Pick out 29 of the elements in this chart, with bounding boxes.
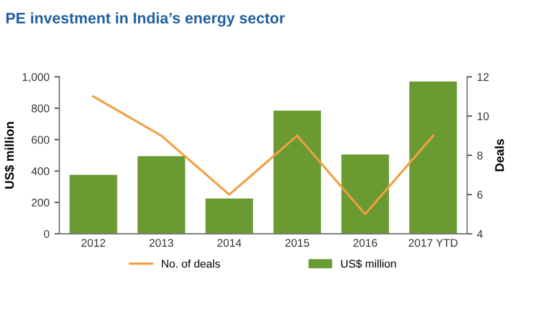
y-tick-label: 1,000 bbox=[22, 73, 50, 82]
y-tick-label: 400 bbox=[31, 167, 50, 176]
x-tick-label: 2014 bbox=[217, 238, 242, 247]
y-tick-label: 0 bbox=[44, 230, 50, 238]
y2-tick-label: 8 bbox=[477, 152, 483, 160]
x-tick-label: 2017 YTD bbox=[408, 238, 458, 247]
bar bbox=[138, 156, 186, 234]
legend-label: US$ million bbox=[341, 259, 396, 268]
x-tick-label: 2016 bbox=[353, 238, 378, 247]
legend-label: No. of deals bbox=[162, 260, 220, 268]
y-axis-title: US$ million bbox=[4, 122, 15, 189]
x-tick-label: 2012 bbox=[82, 238, 106, 247]
bar bbox=[341, 154, 389, 234]
bar bbox=[409, 82, 457, 234]
x-tick-label: 2015 bbox=[285, 238, 310, 247]
bar bbox=[70, 174, 118, 234]
y-tick-label: 600 bbox=[32, 136, 50, 144]
y2-tick-label: 6 bbox=[477, 190, 483, 199]
bar bbox=[273, 110, 322, 234]
line-series bbox=[92, 95, 434, 216]
y-tick-label: 200 bbox=[32, 198, 50, 207]
y2-axis-title: Deals bbox=[494, 139, 504, 172]
y2-tick-label: 10 bbox=[478, 112, 489, 120]
y-tick-label: 800 bbox=[32, 104, 50, 112]
y2-tick-label: 4 bbox=[477, 230, 483, 238]
bar bbox=[205, 198, 254, 234]
y2-tick-label: 12 bbox=[478, 73, 489, 81]
x-tick-label: 2013 bbox=[150, 238, 174, 247]
chart-title: PE investment in India’s energy sector bbox=[6, 12, 285, 27]
